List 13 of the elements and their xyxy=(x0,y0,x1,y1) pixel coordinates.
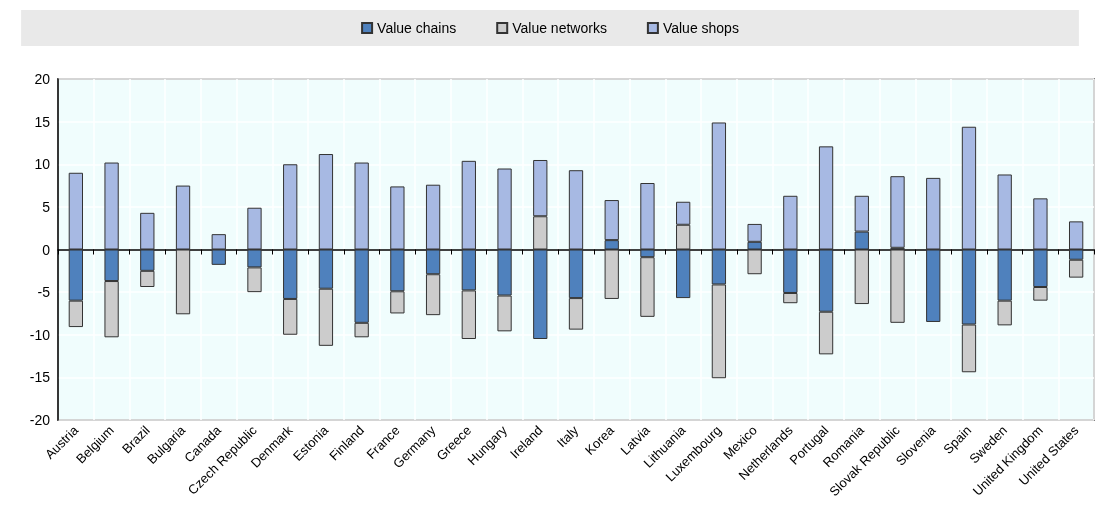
y-tick-label: 5 xyxy=(42,198,51,215)
y-tick-label: 10 xyxy=(34,156,51,173)
y-tick-label: 20 xyxy=(34,71,51,87)
y-tick-label: -5 xyxy=(37,284,51,301)
legend-label: Value shops xyxy=(662,20,739,36)
y-tick-label: 15 xyxy=(34,113,51,130)
legend-label: Value networks xyxy=(512,20,607,36)
x-tick-label: Italy xyxy=(553,422,582,451)
y-tick-label: -10 xyxy=(29,326,51,343)
y-tick-label: 0 xyxy=(42,241,51,258)
y-tick-label: -15 xyxy=(29,369,51,386)
y-tick-label: -20 xyxy=(29,412,51,428)
legend-label: Value chains xyxy=(377,20,457,36)
